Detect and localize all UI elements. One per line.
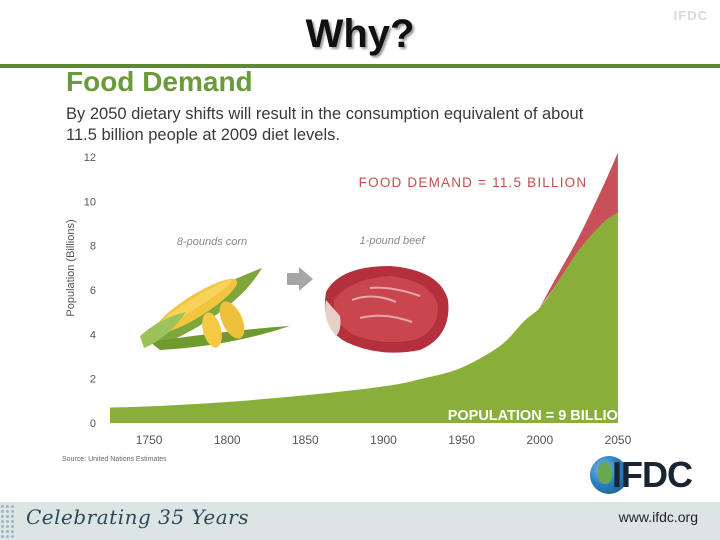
y-tick-label: 2 (90, 374, 96, 386)
x-tick-label: 2000 (526, 433, 553, 447)
y-tick-label: 4 (90, 329, 96, 341)
population-annotation: POPULATION = 9 BILLION (448, 408, 629, 424)
globe-icon (590, 456, 628, 494)
corn-icon (140, 268, 290, 350)
slide-title: Why? (305, 12, 415, 56)
y-tick-label: 0 (90, 418, 96, 430)
title-divider (0, 64, 720, 68)
footer-tagline: Celebrating 35 Years (26, 505, 249, 529)
y-axis-label: Population (Billions) (65, 219, 77, 316)
x-tick-label: 2050 (605, 433, 632, 447)
logo-text: IFDC (612, 454, 693, 495)
x-axis-ticks: 1750 1800 1850 1900 1950 2000 2050 (136, 433, 632, 447)
x-tick-label: 1750 (136, 433, 163, 447)
footer-band (0, 502, 720, 540)
x-tick-label: 1900 (370, 433, 397, 447)
arrow-right-icon (287, 267, 313, 291)
corn-caption: 8-pounds corn (177, 236, 247, 248)
ifdc-logo: IFDC (588, 454, 708, 498)
subtitle-text: By 2050 dietary shifts will result in th… (66, 105, 584, 144)
x-tick-label: 1850 (292, 433, 319, 447)
x-tick-label: 1950 (448, 433, 475, 447)
source-note: Source: United Nations Estimates (62, 456, 167, 463)
population-area (110, 212, 618, 423)
y-tick-label: 8 (90, 241, 96, 253)
chart-areas (110, 152, 618, 423)
section-heading: Food Demand (66, 66, 253, 97)
website-link[interactable]: www.ifdc.org (618, 509, 698, 525)
y-tick-label: 10 (84, 196, 96, 208)
footer-dots-decoration (0, 504, 14, 538)
watermark-logo: IFDC (673, 8, 708, 23)
beef-caption: 1-pound beef (360, 235, 426, 247)
population-chart: 0 2 4 6 8 10 12 1750 1800 1850 1900 1950 2000 2050 P… (65, 152, 632, 447)
food-demand-annotation: FOOD DEMAND = 11.5 BILLION (359, 175, 588, 190)
y-tick-label: 6 (90, 285, 96, 297)
y-axis-ticks: 0 2 4 6 8 10 12 (84, 152, 96, 430)
x-tick-label: 1800 (214, 433, 241, 447)
beef-icon (324, 266, 449, 353)
y-tick-label: 12 (84, 152, 96, 164)
